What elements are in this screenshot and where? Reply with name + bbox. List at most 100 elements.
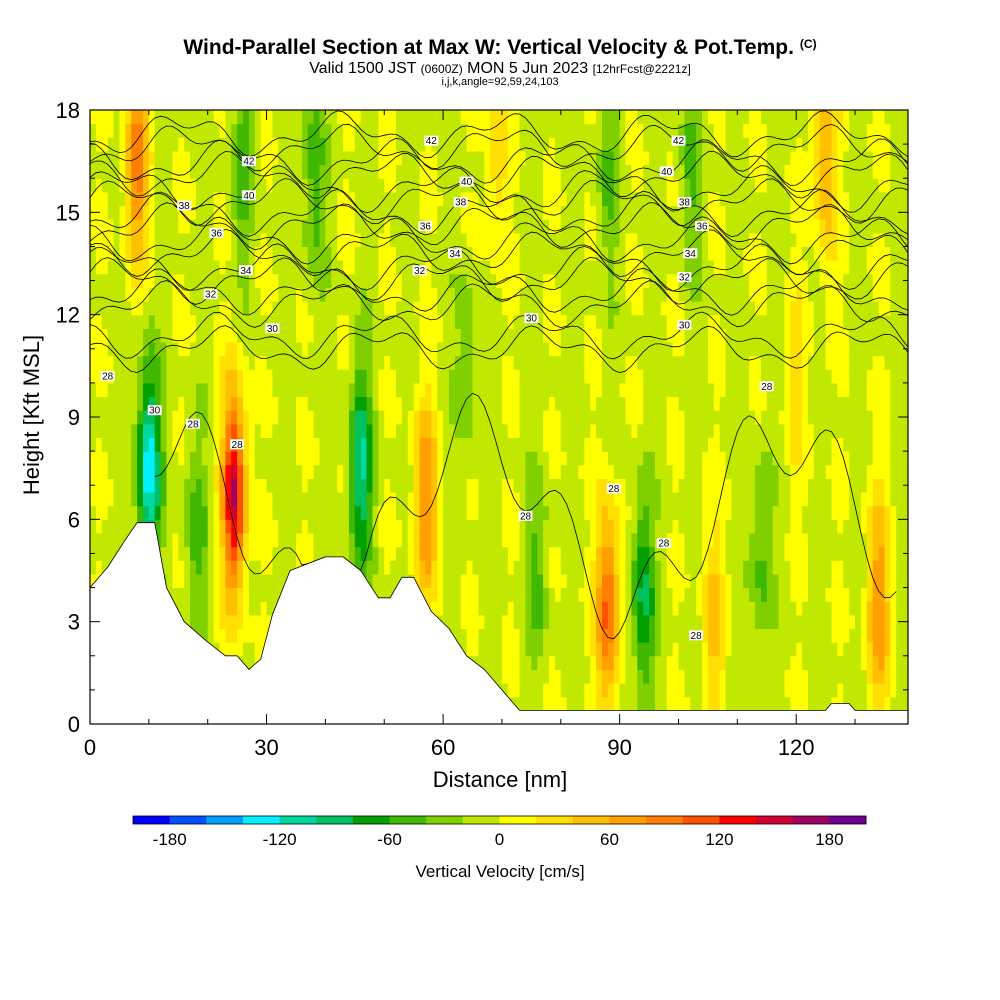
w-cell — [507, 191, 515, 207]
w-cell — [513, 696, 521, 711]
w-cell — [125, 423, 132, 438]
w-cell — [454, 150, 462, 166]
w-cell — [519, 533, 527, 548]
w-cell — [537, 314, 544, 329]
w-cell — [543, 546, 550, 561]
w-cell — [278, 273, 285, 288]
w-cell — [225, 164, 232, 179]
w-cell — [572, 369, 580, 384]
w-cell — [207, 492, 215, 507]
w-cell — [443, 123, 450, 138]
w-cell — [319, 505, 326, 520]
w-cell — [313, 287, 321, 302]
w-cell — [619, 478, 627, 493]
w-cell — [631, 683, 638, 698]
w-cell — [537, 696, 544, 711]
w-cell — [172, 328, 179, 343]
w-cell — [407, 369, 415, 384]
w-cell — [431, 369, 438, 384]
w-cell — [525, 642, 532, 657]
w-cell — [284, 150, 291, 166]
w-cell — [666, 478, 674, 493]
w-cell — [554, 273, 562, 288]
w-cell — [590, 123, 597, 138]
w-cell — [443, 451, 450, 466]
w-cell — [531, 573, 538, 589]
w-cell — [684, 573, 691, 589]
w-cell — [178, 219, 185, 234]
w-cell — [549, 655, 556, 670]
w-cell — [725, 478, 733, 493]
w-cell — [101, 560, 109, 575]
w-cell — [501, 382, 509, 398]
w-cell — [248, 505, 256, 520]
w-cell — [507, 301, 515, 316]
w-cell — [425, 301, 432, 316]
w-cell — [143, 478, 150, 493]
w-cell — [178, 260, 185, 275]
w-cell — [437, 328, 444, 343]
w-cell — [554, 178, 562, 193]
w-cell — [731, 655, 738, 670]
w-cell — [460, 110, 468, 125]
w-cell — [290, 314, 297, 329]
w-cell — [260, 301, 268, 316]
w-cell — [560, 301, 568, 316]
w-cell — [172, 533, 179, 548]
w-cell — [137, 260, 144, 275]
w-cell — [260, 533, 268, 548]
w-cell — [278, 492, 285, 507]
w-cell — [343, 369, 350, 384]
w-cell — [384, 246, 391, 261]
w-cell — [378, 191, 385, 207]
w-cell — [113, 219, 120, 234]
w-cell — [254, 642, 262, 657]
w-cell — [731, 164, 738, 179]
w-cell — [460, 355, 468, 370]
w-cell — [348, 328, 356, 343]
w-cell — [654, 587, 662, 602]
w-cell — [607, 260, 615, 275]
w-cell — [631, 601, 638, 616]
w-cell — [319, 123, 326, 138]
w-cell — [678, 287, 685, 302]
w-cell — [366, 423, 374, 438]
w-cell — [348, 178, 356, 193]
w-cell — [501, 519, 509, 534]
w-cell — [307, 164, 315, 179]
w-cell — [213, 178, 221, 193]
w-cell — [496, 232, 503, 247]
w-cell — [590, 219, 597, 234]
w-cell — [643, 492, 650, 507]
w-cell — [460, 505, 468, 520]
w-cell — [578, 232, 585, 247]
w-cell — [584, 478, 591, 493]
w-cell — [266, 205, 273, 220]
w-cell — [107, 492, 115, 507]
w-cell — [713, 110, 721, 125]
w-cell — [213, 342, 221, 357]
w-cell — [119, 137, 126, 152]
w-cell — [401, 246, 409, 261]
w-cell — [501, 451, 509, 466]
w-cell — [101, 342, 109, 357]
w-cell — [190, 301, 197, 316]
w-cell — [731, 137, 738, 152]
w-cell — [248, 382, 256, 398]
w-cell — [537, 655, 544, 670]
w-cell — [737, 342, 744, 357]
w-cell — [137, 464, 144, 479]
w-cell — [172, 110, 179, 125]
w-cell — [319, 219, 326, 234]
w-cell — [496, 423, 503, 438]
w-cell — [125, 150, 132, 166]
w-cell — [543, 669, 550, 684]
w-cell — [172, 246, 179, 261]
w-cell — [160, 178, 168, 193]
w-cell — [190, 110, 197, 125]
w-cell — [366, 123, 374, 138]
w-cell — [478, 342, 485, 357]
w-cell — [643, 191, 650, 207]
w-cell — [401, 478, 409, 493]
w-cell — [660, 587, 668, 602]
